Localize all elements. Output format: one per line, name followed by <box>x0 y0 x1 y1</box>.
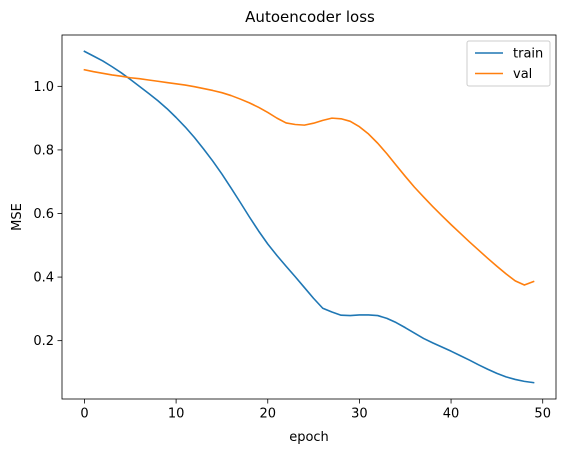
plot-area <box>62 35 556 399</box>
x-tick-label: 0 <box>80 407 88 422</box>
x-tick-label: 10 <box>168 407 185 422</box>
x-tick-label: 30 <box>351 407 368 422</box>
y-tick-label: 0.4 <box>33 271 54 286</box>
plot-frame <box>61 34 557 400</box>
chart-title: Autoencoder loss <box>245 8 375 26</box>
y-tick-label: 0.6 <box>33 207 54 222</box>
x-tick-label: 50 <box>534 407 551 422</box>
y-tick-label: 0.2 <box>33 334 54 349</box>
y-axis: 0.2 0.4 0.6 0.8 1.0 <box>33 80 62 349</box>
x-tick-label: 20 <box>259 407 276 422</box>
legend-label-train: train <box>513 47 543 62</box>
y-tick-label: 1.0 <box>33 80 54 95</box>
series-line-val <box>83 68 535 286</box>
x-axis: 0 10 20 30 40 50 <box>80 399 551 422</box>
legend: train val <box>466 40 551 87</box>
series-layer <box>83 50 535 384</box>
x-tick-label: 40 <box>443 407 460 422</box>
y-tick-label: 0.8 <box>33 143 54 158</box>
series-line-train <box>83 50 535 384</box>
x-axis-label: epoch <box>289 430 329 445</box>
y-axis-label: MSE <box>10 203 25 231</box>
legend-label-val: val <box>513 67 532 82</box>
